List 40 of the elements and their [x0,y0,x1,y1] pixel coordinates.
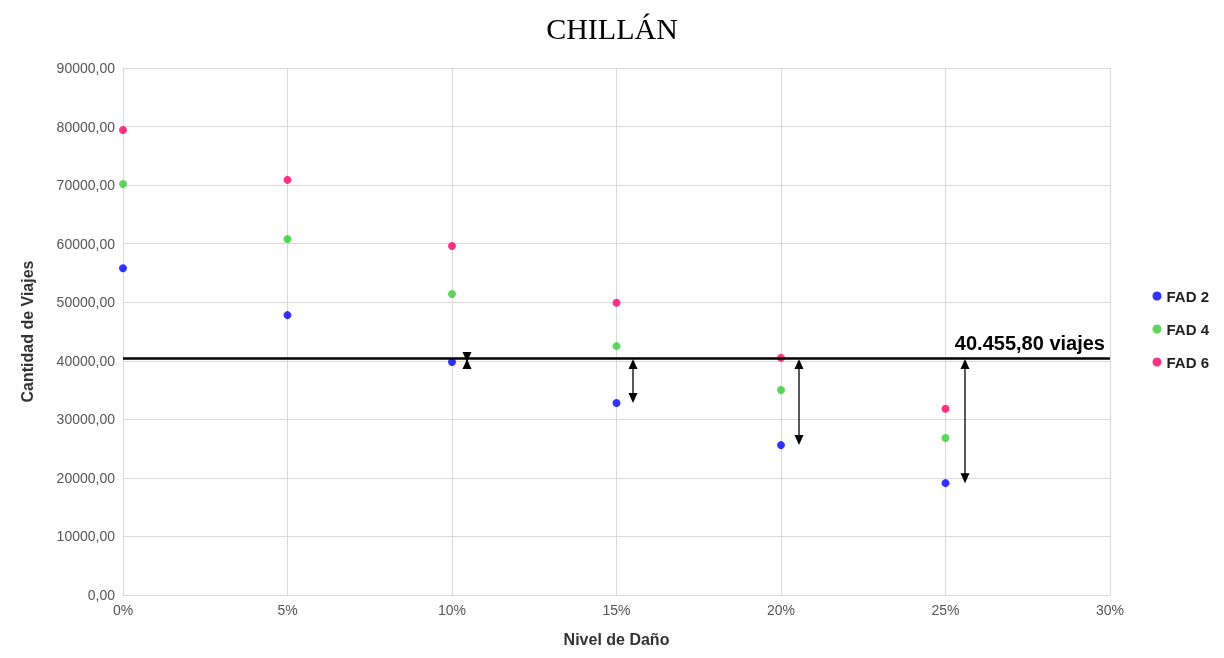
legend-label: FAD 2 [1166,287,1210,305]
point [777,441,785,450]
point [119,126,127,135]
x-tick-label: 5% [277,602,298,618]
x-tick-label: 15% [602,602,631,618]
y-tick-label: 60000,00 [56,235,116,252]
point [283,234,292,243]
point [612,398,621,407]
chart-title: CHILLÁN [546,11,678,45]
point [941,479,950,488]
y-tick-label: 20000,00 [56,469,116,486]
point [941,434,950,443]
legend-label: FAD 4 [1166,320,1210,338]
y-tick-label: 90000,00 [56,60,116,76]
point [119,264,127,273]
y-tick-label: 70000,00 [56,177,116,194]
point [612,342,621,351]
point [119,179,127,188]
point [283,175,292,184]
y-tick-label: 30000,00 [56,411,116,428]
y-axis-title: Cantidad de Viajes [18,260,36,403]
point [448,290,456,299]
y-tick-label: 10000,00 [56,528,116,545]
point [612,298,621,307]
x-tick-label: 30% [1095,602,1125,618]
y-tick-label: 50000,00 [56,294,116,311]
x-tick-label: 10% [437,602,467,618]
x-tick-label: 20% [766,602,796,618]
ref-line-label: 40.455,80 viajes [954,332,1105,355]
x-axis-title: Nivel de Daño [563,630,670,648]
point [941,404,950,413]
y-tick-label: 0,00 [87,587,116,603]
legend-label: FAD 6 [1166,353,1210,371]
point [448,242,456,251]
y-tick-label: 40000,00 [56,352,116,369]
x-tick-label: 25% [931,602,960,618]
point [777,386,785,395]
point [283,311,292,320]
x-tick-label: 0% [112,602,134,618]
y-tick-label: 80000,00 [56,118,116,135]
